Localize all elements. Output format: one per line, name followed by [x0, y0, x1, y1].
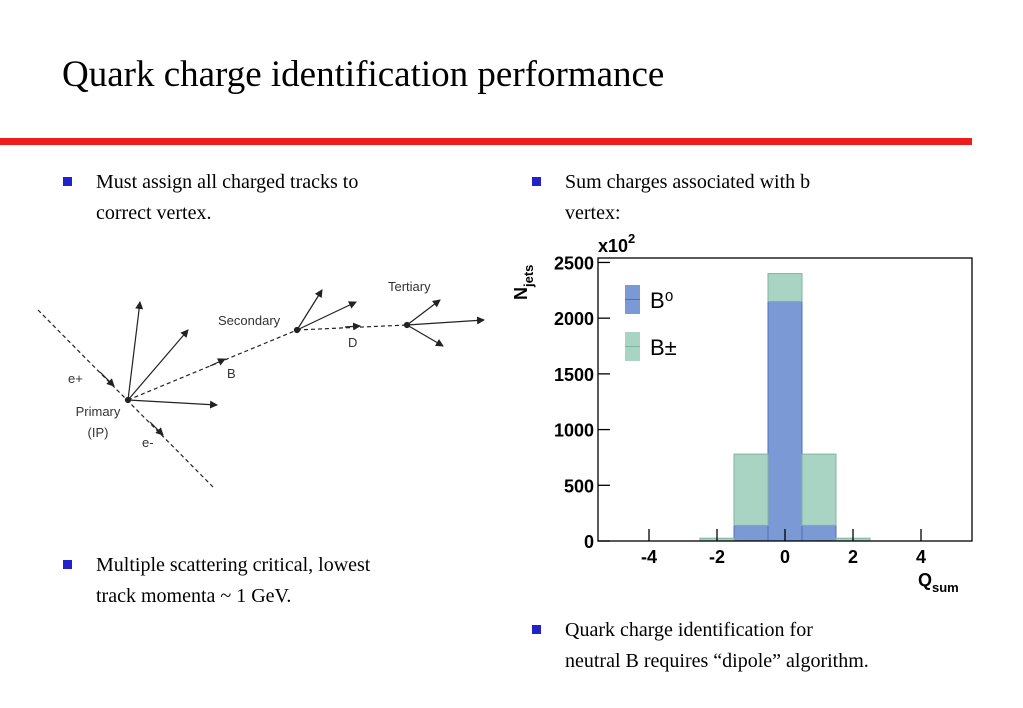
legend-label: B±	[650, 335, 677, 360]
x-tick-label: 0	[780, 547, 790, 567]
y-tick-label: 1500	[554, 365, 594, 385]
x-tick-label: -2	[709, 547, 725, 567]
beam-arrow	[99, 371, 115, 387]
diagram-label: D	[348, 335, 357, 350]
bullet-marker	[63, 560, 72, 569]
x-axis-label-sub: sum	[932, 580, 959, 595]
diagram-label: B	[227, 366, 236, 381]
bar	[767, 300, 803, 542]
diagram-label: Primary	[76, 404, 121, 419]
bullet-text: neutral B requires “dipole” algorithm.	[565, 650, 869, 672]
bullet-text: Must assign all charged tracks to	[96, 171, 358, 193]
diagram-label: e-	[142, 435, 154, 450]
track	[406, 299, 441, 326]
bar	[767, 273, 803, 302]
bullet-marker	[532, 625, 541, 634]
vertex	[293, 326, 301, 334]
y-axis-label-main: N	[511, 287, 531, 300]
title-rule	[0, 138, 972, 145]
track	[127, 301, 144, 401]
flight-arrow	[344, 322, 361, 331]
diagram-label: Tertiary	[388, 279, 431, 294]
bar	[733, 453, 769, 526]
track	[406, 316, 485, 326]
vertex-diagram	[37, 289, 485, 488]
bullet-text: Multiple scattering critical, lowest	[96, 554, 371, 576]
track	[127, 329, 189, 401]
bar	[733, 524, 769, 542]
y-tick-label: 500	[564, 476, 594, 496]
bullet-marker	[63, 177, 72, 186]
diagram-label: e+	[68, 371, 83, 386]
bar	[801, 453, 837, 526]
bullet-text: Quark charge identification for	[565, 619, 813, 641]
x-axis-label: Qsum	[918, 570, 959, 595]
bullet-marker	[532, 177, 541, 186]
y-axis-label: Njets	[511, 265, 536, 300]
y-multiplier-text: x10	[598, 236, 628, 256]
x-axis-label-main: Q	[918, 570, 932, 590]
y-tick-label: 1000	[554, 421, 594, 441]
track	[296, 301, 357, 331]
bullet-text: Sum charges associated with b	[565, 171, 810, 193]
bar	[801, 524, 837, 542]
y-multiplier-exponent: 2	[628, 231, 635, 246]
bullet-text: correct vertex.	[96, 202, 211, 224]
legend-label: B⁰	[650, 288, 674, 313]
vertex	[403, 321, 411, 329]
diagram-label: Secondary	[218, 313, 281, 328]
y-tick-label: 2500	[554, 253, 594, 273]
x-tick-label: 4	[916, 547, 926, 567]
vertex	[124, 396, 132, 404]
x-tick-label: -4	[641, 547, 657, 567]
track	[127, 399, 218, 409]
y-axis-label-sub: jets	[521, 265, 536, 288]
diagram-label: (IP)	[88, 425, 109, 440]
y-tick-label: 0	[584, 532, 594, 552]
bullet-text: vertex:	[565, 202, 621, 224]
d-flight	[296, 324, 408, 331]
track	[406, 324, 444, 347]
bullet-text: track momenta ~ 1 GeV.	[96, 585, 291, 607]
flight-arrow	[209, 358, 226, 367]
track	[296, 289, 323, 331]
y-multiplier: x102	[598, 231, 635, 256]
slide-title: Quark charge identification performance	[62, 54, 664, 95]
y-tick-label: 2000	[554, 309, 594, 329]
x-tick-label: 2	[848, 547, 858, 567]
beam-arrow	[149, 421, 164, 436]
